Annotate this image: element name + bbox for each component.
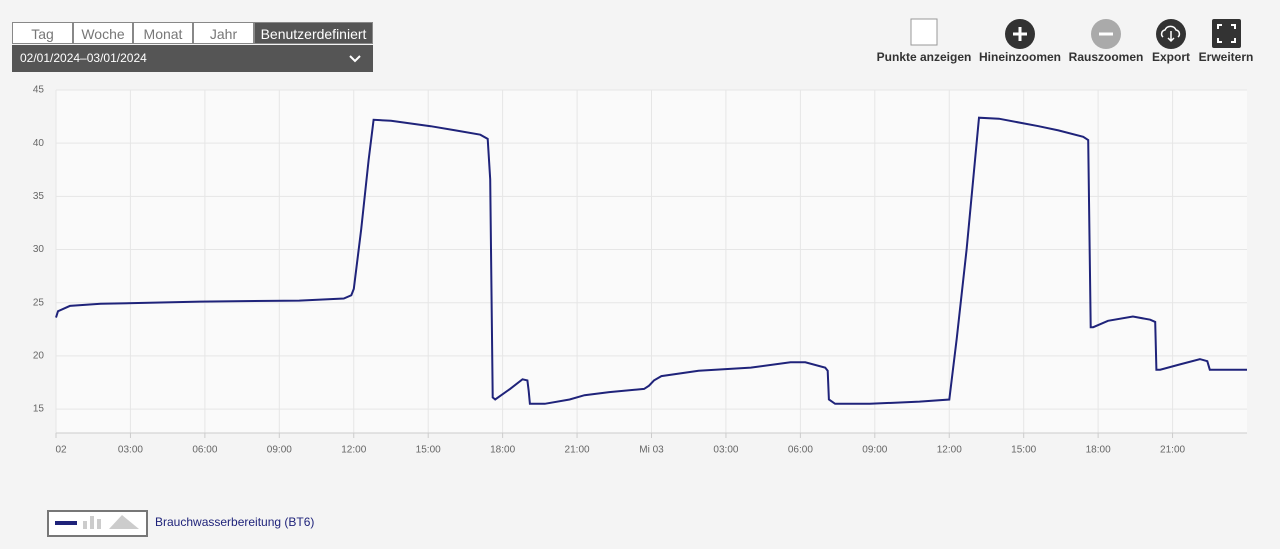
cloud-icon: [1160, 25, 1181, 43]
toolbar-label: Export: [1152, 50, 1190, 64]
y-tick-label: 15: [33, 404, 45, 415]
x-tick-label: 06:00: [788, 445, 813, 456]
x-tick-label: 12:00: [937, 445, 962, 456]
range-tab[interactable]: Jahr: [193, 22, 254, 44]
range-tab[interactable]: Benutzerdefiniert: [254, 22, 373, 44]
x-tick-label: 15:00: [416, 445, 441, 456]
y-tick-label: 35: [33, 191, 45, 202]
legend-type-icons: [83, 515, 139, 529]
legend[interactable]: Brauchwasserbereitung (BT6): [47, 510, 314, 537]
toolbar-label: Rauszoomen: [1069, 50, 1144, 64]
toolbar-label: Erweitern: [1199, 50, 1254, 64]
x-tick-label: 12:00: [341, 445, 366, 456]
y-tick-label: 30: [33, 244, 45, 255]
range-tab[interactable]: Woche: [73, 22, 133, 44]
x-tick-label: 18:00: [490, 445, 515, 456]
x-tick-label: 15:00: [1011, 445, 1036, 456]
x-tick-label: 03:00: [118, 445, 143, 456]
x-tick-label: 09:00: [267, 445, 292, 456]
range-tab[interactable]: Monat: [133, 22, 193, 44]
toolbar-label: Hineinzoomen: [979, 50, 1061, 64]
data-line: [55, 116, 1247, 405]
checkbox[interactable]: [910, 18, 938, 46]
x-tick-label: 09:00: [862, 445, 887, 456]
toolbar-label: Punkte anzeigen: [877, 50, 972, 64]
expand-icon: [1217, 24, 1236, 43]
expand-button[interactable]: [1212, 19, 1241, 48]
chevron-icon: [349, 55, 361, 63]
x-tick-label: 06:00: [192, 445, 217, 456]
x-tick-label: Mi 03: [639, 445, 664, 456]
x-tick-label: 02: [55, 445, 67, 456]
legend-label[interactable]: Brauchwasserbereitung (BT6): [155, 515, 314, 529]
y-tick-label: 20: [33, 351, 45, 362]
y-tick-label: 25: [33, 297, 45, 308]
date-range-select[interactable]: 02/01/2024–03/01/2024: [12, 45, 373, 72]
range-tab[interactable]: Tag: [12, 22, 73, 44]
x-tick-label: 21:00: [565, 445, 590, 456]
x-tick-label: 03:00: [713, 445, 738, 456]
x-tick-label: 18:00: [1086, 445, 1111, 456]
y-tick-label: 40: [33, 138, 45, 149]
x-tick-label: 21:00: [1160, 445, 1185, 456]
plus-icon: [1013, 27, 1027, 41]
date-range: 02/01/2024–03/01/2024: [20, 51, 147, 65]
y-tick-label: 45: [33, 85, 45, 96]
